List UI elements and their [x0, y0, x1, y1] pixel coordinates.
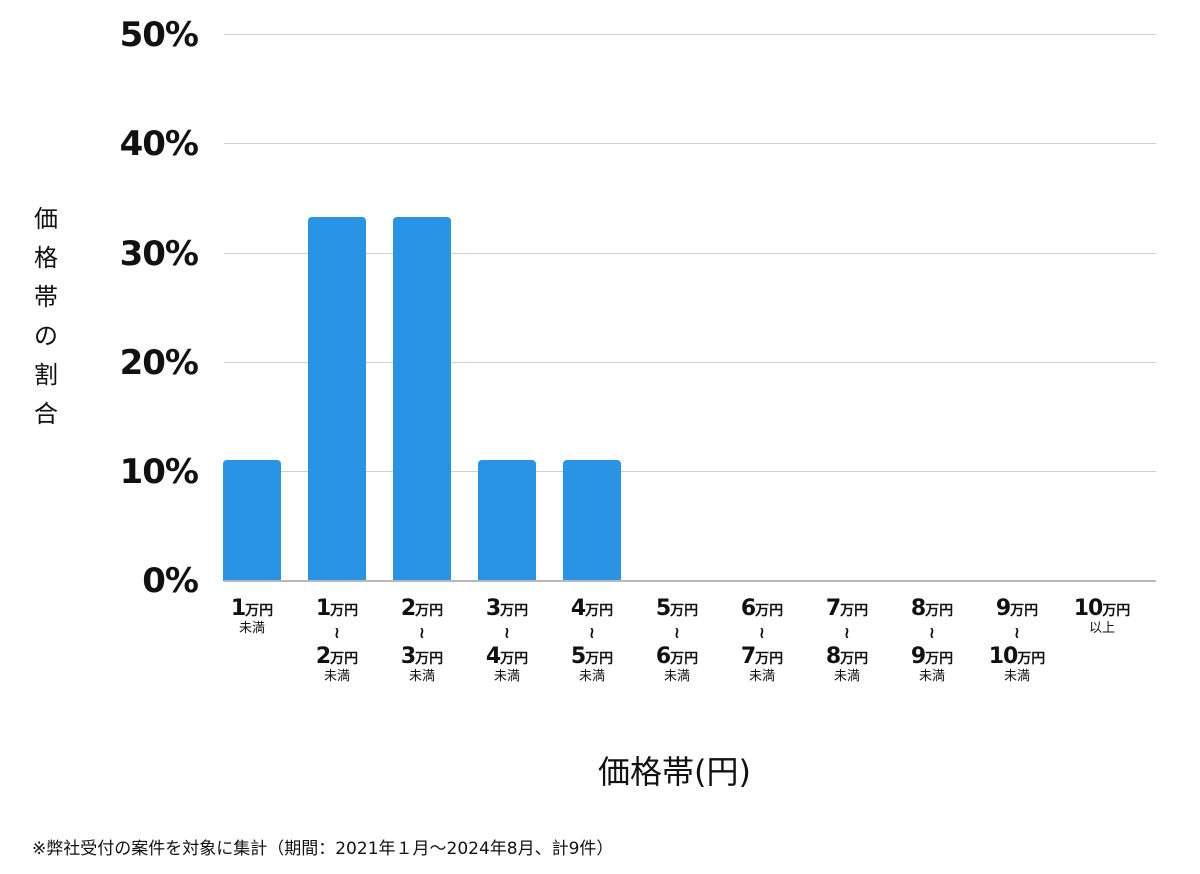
y-axis-label: 価 格 帯 の 割 合 [30, 200, 62, 434]
x-category-label: 3万円 ~4万円 未満 [485, 596, 529, 684]
x-category-label: 5万円 ~6万円 未満 [655, 596, 699, 684]
x-axis-line [224, 580, 1156, 582]
y-axis-label-char: 合 [34, 400, 58, 428]
footnote: ※弊社受付の案件を対象に集計（期間：2021年１月〜2024年8月、計9件） [32, 839, 614, 859]
gridline-20 [224, 362, 1156, 363]
gridline-40 [224, 143, 1156, 144]
y-tick-label: 50% [119, 15, 199, 55]
bar [563, 459, 621, 581]
bar [223, 459, 281, 581]
x-category-label: 8万円 ~9万円 未満 [910, 596, 954, 684]
y-tick-label: 30% [119, 234, 199, 274]
bar [393, 216, 451, 581]
y-tick-label: 40% [119, 124, 199, 164]
y-tick-label: 20% [119, 343, 199, 383]
x-category-label: 9万円 ~10万円 未満 [988, 596, 1046, 684]
x-category-label: 1万円 未満 [230, 596, 274, 636]
x-category-label: 4万円 ~5万円 未満 [570, 596, 614, 684]
bar [308, 216, 366, 581]
gridline-10 [224, 471, 1156, 472]
x-category-label: 7万円 ~8万円 未満 [825, 596, 869, 684]
x-category-label: 1万円 ~2万円 未満 [315, 596, 359, 684]
gridline-30 [224, 253, 1156, 254]
x-category-label: 6万円 ~7万円 未満 [740, 596, 784, 684]
y-tick-label: 10% [119, 452, 199, 492]
bar [478, 459, 536, 581]
x-category-label: 2万円 ~3万円 未満 [400, 596, 444, 684]
y-axis-label-char: 価 [34, 205, 58, 233]
y-axis-label-char: 割 [34, 361, 58, 389]
y-axis-label-char: の [34, 322, 58, 350]
y-axis-label-char: 格 [34, 244, 58, 272]
y-tick-label: 0% [142, 561, 199, 601]
x-category-label: 10万円 以上 [1073, 596, 1131, 636]
y-axis-label-char: 帯 [34, 283, 58, 311]
gridline-50 [224, 34, 1156, 35]
x-axis-label: 価格帯(円) [598, 753, 751, 791]
